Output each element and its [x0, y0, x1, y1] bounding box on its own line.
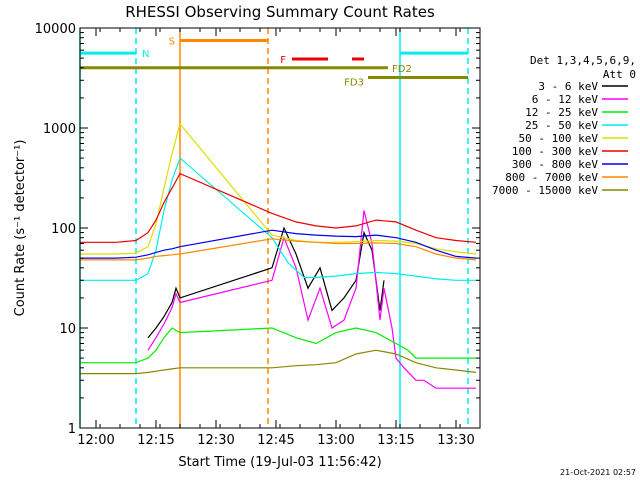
- annotation-label-0: N: [142, 49, 149, 60]
- series-line-8: [80, 349, 477, 375]
- legend-label-6: 300 - 800 keV: [512, 158, 598, 171]
- annotation-label-5: FD2: [392, 64, 412, 75]
- timestamp: 21-Oct-2021 02:57: [560, 468, 636, 477]
- legend-label-8: 7000 - 15000 keV: [492, 184, 598, 197]
- y-tick-label-4: 10000: [35, 22, 76, 37]
- annotation-bars: N S F FD2 FD3: [80, 36, 468, 88]
- series-layer: [80, 122, 477, 389]
- x-tick-label-4: 13:00: [317, 433, 354, 448]
- legend-label-4: 50 - 100 keV: [519, 132, 599, 145]
- x-tick-label-2: 12:30: [197, 433, 234, 448]
- x-axis-label: Start Time (19-Jul-03 11:56:42): [178, 455, 381, 470]
- y-axis-label: Count Rate (s⁻¹ detector⁻¹): [13, 140, 28, 317]
- x-tick-label-1: 12:15: [137, 433, 174, 448]
- annotation-label-2: S: [169, 36, 175, 47]
- axis-ticks: 12:00 12:15 12:30 12:45 13:00 13:15 13:30 1 10 10…: [35, 22, 481, 448]
- series-line-1: [147, 210, 476, 389]
- annotation-label-6: FD3: [344, 77, 364, 88]
- legend-label-0: 3 - 6 keV: [538, 80, 598, 93]
- y-tick-label-1: 10: [59, 322, 76, 337]
- x-tick-label-5: 13:15: [377, 433, 414, 448]
- legend-header-0: Det 1,3,4,5,6,9,: [530, 54, 636, 67]
- y-tick-label-2: 100: [51, 222, 76, 237]
- series-line-7: [80, 238, 477, 261]
- annotation-label-3: F: [280, 55, 286, 66]
- series-line-5: [80, 172, 477, 243]
- legend-header-1: Att 0: [603, 68, 636, 81]
- legend-label-5: 100 - 300 keV: [512, 145, 598, 158]
- chart-title: RHESSI Observing Summary Count Rates: [125, 3, 435, 21]
- legend-label-7: 800 - 7000 keV: [505, 171, 598, 184]
- x-tick-label-6: 13:30: [437, 433, 474, 448]
- legend-label-2: 12 - 25 keV: [525, 106, 598, 119]
- y-tick-label-3: 1000: [43, 122, 76, 137]
- x-tick-label-0: 12:00: [77, 433, 114, 448]
- legend-label-1: 6 - 12 keV: [532, 93, 599, 106]
- x-tick-label-3: 12:45: [257, 433, 294, 448]
- series-line-2: [80, 327, 476, 364]
- legend-label-3: 25 - 50 keV: [525, 119, 598, 132]
- series-line-3: [80, 157, 476, 281]
- series-line-6: [80, 229, 477, 259]
- y-tick-label-0: 1: [68, 422, 76, 437]
